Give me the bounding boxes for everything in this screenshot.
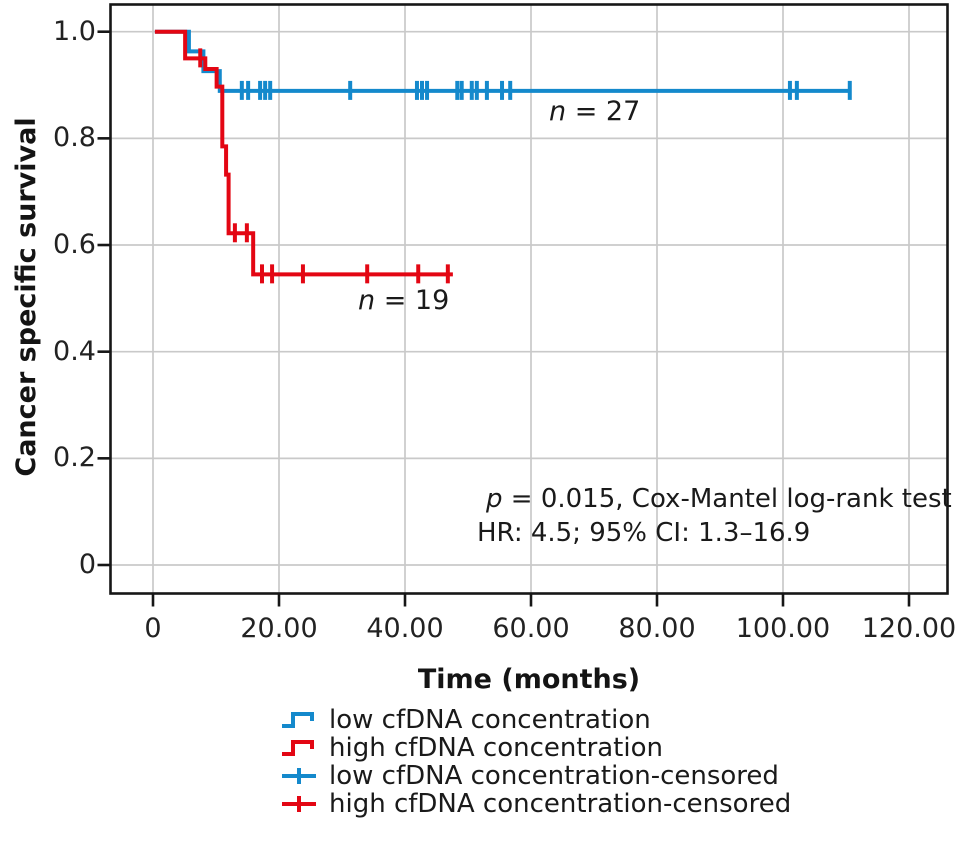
x-tick-label: 60.00 (492, 613, 570, 644)
step-line-icon (282, 740, 314, 756)
legend-item-low-censored: low cfDNA concentration-censored (281, 761, 791, 791)
legend-item-high: high cfDNA concentration (281, 733, 791, 763)
hazard-ratio-line: HR: 4.5; 95% CI: 1.3–16.9 (477, 518, 811, 548)
x-axis-title: Time (months) (417, 664, 641, 695)
legend-label: low cfDNA concentration-censored (329, 761, 779, 791)
y-tick-label: 0.2 (53, 442, 96, 474)
p-italic: p (486, 484, 503, 514)
n-value: = 27 (566, 96, 641, 127)
censored-plus-icon (282, 796, 316, 812)
group-size-label-low: n = 27 (549, 96, 640, 127)
x-tick-label: 0 (144, 613, 162, 644)
x-tick-label: 20.00 (240, 613, 318, 644)
legend-label: high cfDNA concentration (329, 733, 663, 763)
p-value-line: p = 0.015, Cox-Mantel log-rank test (477, 482, 952, 516)
step-line-icon (282, 712, 314, 728)
y-tick-label: 1.0 (53, 15, 96, 47)
y-tick-label: 0.6 (53, 229, 96, 261)
stats-annotation: p = 0.015, Cox-Mantel log-rank test HR: … (477, 482, 952, 550)
legend: low cfDNA concentration high cfDNA conce… (281, 705, 792, 819)
legend-item-low: low cfDNA concentration (281, 705, 791, 735)
censored-plus-icon (282, 768, 316, 784)
n-value: = 19 (375, 285, 450, 316)
legend-label: low cfDNA concentration (329, 705, 651, 735)
legend-label: high cfDNA concentration-censored (329, 789, 792, 819)
n-italic: n (358, 285, 376, 316)
x-tick-label: 40.00 (366, 613, 444, 644)
x-tick-label: 120.00 (861, 613, 957, 644)
group-size-label-high: n = 19 (358, 285, 449, 316)
y-tick-label: 0.4 (53, 335, 96, 367)
x-tick-label: 80.00 (618, 613, 696, 644)
y-tick-label: 0 (78, 549, 96, 580)
n-italic: n (549, 96, 567, 127)
p-value-text: = 0.015, Cox-Mantel log-rank test (502, 484, 952, 514)
legend-item-high-censored: high cfDNA concentration-censored (281, 789, 792, 819)
y-tick-label: 0.8 (53, 122, 96, 154)
x-tick-label: 100.00 (735, 613, 831, 644)
